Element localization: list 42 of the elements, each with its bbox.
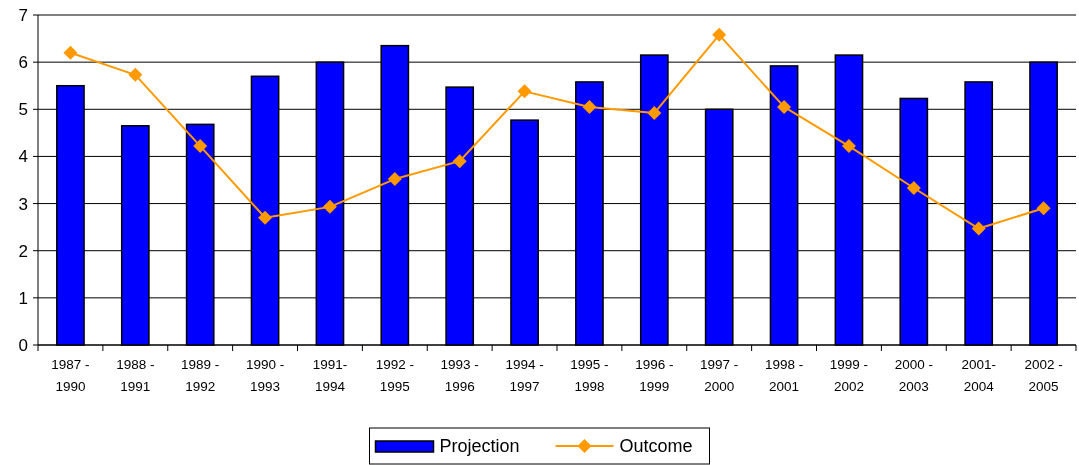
point <box>906 181 921 196</box>
x-tick-label: 1987 - 1990 <box>51 357 90 394</box>
legend-label: Projection <box>439 436 520 457</box>
x-tick-label: 1994 - 1997 <box>505 357 544 394</box>
x-tick-label: 1997 - 2000 <box>700 357 739 394</box>
point <box>582 99 597 114</box>
point <box>387 172 402 187</box>
y-tick-label: 5 <box>18 100 28 120</box>
x-tick-label: 2001- 2004 <box>961 357 996 394</box>
point <box>452 154 467 169</box>
x-tick-label: 1998 - 2001 <box>764 357 804 394</box>
point <box>971 221 986 236</box>
point <box>841 139 856 154</box>
x-tick-label: 1996 - 1999 <box>635 357 674 394</box>
y-tick-label: 4 <box>18 147 28 167</box>
y-tick-label: 3 <box>18 194 28 214</box>
x-tick-label: 1993 - 1996 <box>440 357 479 394</box>
x-tick-label: 2000 - 2003 <box>894 357 933 394</box>
x-tick-label: 1992 - 1995 <box>375 357 414 394</box>
x-tick-label: 1995 - 1998 <box>570 357 609 394</box>
point <box>63 45 78 60</box>
legend-label: Outcome <box>619 436 693 457</box>
point <box>1036 201 1051 216</box>
x-tick-label: 1989 - 1992 <box>181 357 220 394</box>
y-tick-label: 2 <box>18 241 28 261</box>
y-tick-label: 1 <box>18 288 28 308</box>
point <box>193 139 208 154</box>
point <box>322 199 337 214</box>
x-tick-label: 1991- 1994 <box>312 357 348 394</box>
point <box>128 67 143 82</box>
point <box>712 27 727 42</box>
x-tick-label: 2002 - 2005 <box>1024 357 1063 394</box>
point <box>647 106 662 121</box>
x-tick-label: 1988 - 1991 <box>116 357 155 394</box>
x-tick-label: 1999 - 2002 <box>829 357 869 394</box>
x-tick-label: 1990 - 1993 <box>245 357 285 394</box>
point <box>517 84 532 99</box>
y-tick-label: 0 <box>18 335 28 355</box>
point <box>777 99 792 114</box>
y-tick-label: 6 <box>18 53 28 73</box>
y-tick-label: 7 <box>18 5 28 25</box>
point <box>258 210 273 225</box>
